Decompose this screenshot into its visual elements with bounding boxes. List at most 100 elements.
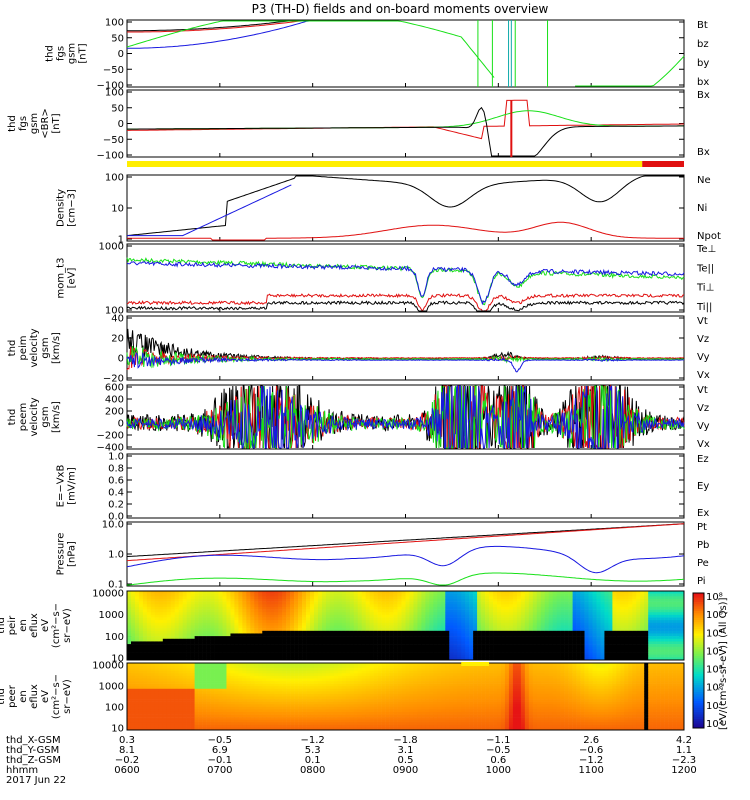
spectrogram-cell xyxy=(266,724,271,728)
spectrogram-cell xyxy=(516,636,522,640)
spectrogram-cell xyxy=(166,683,172,687)
spectrogram-cell xyxy=(329,625,335,629)
spectrogram-cell xyxy=(238,686,243,690)
spectrogram-cell xyxy=(246,596,251,600)
spectrogram-cell xyxy=(294,625,299,629)
spectrogram-cell xyxy=(194,663,199,666)
spectrogram-cell xyxy=(373,614,378,618)
spectrogram-cell xyxy=(469,638,474,642)
spectrogram-cell xyxy=(150,727,156,731)
spectrogram-cell xyxy=(449,638,454,642)
spectrogram-cell xyxy=(250,675,255,679)
spectrogram-cell xyxy=(405,646,410,650)
spectrogram-cell xyxy=(274,638,279,642)
spectrogram-cell xyxy=(445,633,450,637)
spectrogram-cell xyxy=(150,709,156,713)
spectrogram-cell xyxy=(278,630,283,634)
spectrogram-cell xyxy=(234,722,239,726)
spectrogram-cell xyxy=(194,657,199,661)
spectrogram-cell xyxy=(274,686,279,690)
spectrogram-cell xyxy=(576,630,581,634)
spectrogram-cell xyxy=(270,606,275,610)
spectrogram-cell xyxy=(445,620,450,624)
spectrogram-cell xyxy=(373,617,378,621)
spectrogram-cell xyxy=(485,646,490,650)
spectrogram-cell xyxy=(234,706,239,710)
spectrogram-cell xyxy=(294,601,299,605)
spectrogram-cell xyxy=(182,709,187,713)
spectrogram-cell xyxy=(612,625,617,629)
spectrogram-cell xyxy=(138,641,144,645)
spectrogram-cell xyxy=(473,654,478,658)
spectrogram-cell xyxy=(202,717,207,720)
spectrogram-cell xyxy=(373,609,378,613)
spectrogram-cell xyxy=(254,606,259,610)
spectrogram-cell xyxy=(520,641,526,645)
spectrogram-cell xyxy=(481,625,486,629)
spectrogram-cell xyxy=(210,628,215,632)
spectrogram-cell xyxy=(508,614,514,618)
spectrogram-cell xyxy=(194,614,199,618)
spectrogram-cell xyxy=(405,649,410,653)
spectrogram-cell xyxy=(508,652,514,655)
spectrogram-cell xyxy=(668,641,673,645)
spectrogram-cell xyxy=(401,638,406,642)
spectrogram-cell xyxy=(154,663,160,666)
spectrogram-cell xyxy=(469,620,474,624)
spectrogram-cell xyxy=(190,622,195,626)
spectrogram-cell xyxy=(127,622,132,626)
spectrogram-cell xyxy=(620,636,625,640)
spectrogram-cell xyxy=(222,701,227,705)
spectrogram-cell xyxy=(528,646,534,650)
spectrogram-cell xyxy=(222,601,227,605)
spectrogram-cell xyxy=(142,630,148,634)
spectrogram-cell xyxy=(290,620,295,624)
spectrogram-cell xyxy=(127,620,132,624)
spectrogram-cell xyxy=(497,604,502,608)
spectrogram-cell xyxy=(333,614,339,618)
spectrogram-cell xyxy=(150,628,156,632)
spectrogram-cell xyxy=(170,622,176,626)
spectrogram-cell xyxy=(258,681,263,684)
spectrogram-cell xyxy=(150,630,156,634)
spectrogram-cell xyxy=(672,652,677,655)
spectrogram-cell xyxy=(445,625,450,629)
spectrogram-cell xyxy=(532,612,538,616)
spectrogram-cell xyxy=(676,628,681,632)
spectrogram-cell xyxy=(341,614,347,618)
spectrogram-cell xyxy=(640,644,645,648)
spectrogram-cell xyxy=(500,633,506,637)
spectrogram-cell xyxy=(417,638,422,642)
spectrogram-cell xyxy=(178,654,183,658)
spectrogram-cell xyxy=(369,633,374,637)
spectrogram-cell xyxy=(437,628,442,632)
spectrogram-cell xyxy=(676,614,681,618)
spectrogram-cell xyxy=(433,652,438,655)
spectrogram-cell xyxy=(246,593,251,597)
legend-entry: Ti⊥ xyxy=(696,283,714,294)
spectrogram-cell xyxy=(214,719,219,723)
spectrogram-cell xyxy=(516,641,522,645)
spectrogram-cell xyxy=(512,591,518,594)
spectrogram-cell xyxy=(246,601,251,605)
spectrogram-cell xyxy=(528,604,534,608)
spectrogram-cell xyxy=(270,699,275,702)
spectrogram-cell xyxy=(660,601,665,605)
spectrogram-cell xyxy=(393,657,398,661)
spectrogram-cell xyxy=(345,636,351,640)
spectrogram-cell xyxy=(512,606,518,610)
spectrogram-cell xyxy=(560,614,565,618)
spectrogram-cell xyxy=(194,701,199,705)
spectrogram-cell xyxy=(361,617,367,621)
spectrogram-cell xyxy=(508,622,514,626)
spectrogram-cell xyxy=(158,673,164,677)
spectrogram-cell xyxy=(317,657,323,661)
spectrogram-cell xyxy=(497,646,502,650)
spectrogram-cell xyxy=(500,636,506,640)
spectrogram-cell xyxy=(604,598,609,602)
spectrogram-peer xyxy=(127,663,685,731)
spectrogram-cell xyxy=(608,591,613,594)
spectrogram-cell xyxy=(349,601,355,605)
spectrogram-cell xyxy=(154,633,160,637)
